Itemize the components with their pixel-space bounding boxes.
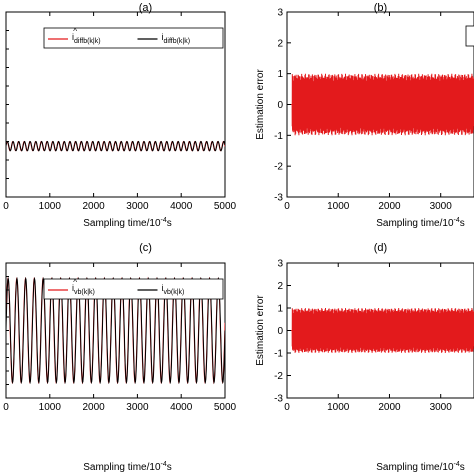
x-tick-label: 0 [3,402,9,413]
series-group [287,73,474,136]
panel-b: (b) 0 1000 2000 3000 -3 -2 -1 0 1 2 3 Sampling time/… [255,2,474,229]
legend-sub: diffb(k|k) [74,38,101,45]
x-tick-label: 2000 [82,201,105,212]
legend-base: i [162,283,164,293]
y-tick-label: -1 [274,131,283,142]
x-axis-label: Sampling time/10-4s [83,217,172,229]
x-axis-label-main: Sampling time/10 [376,218,454,229]
legend-hat: ^ [73,27,77,36]
series-group [287,307,474,354]
legend-sub: vb(k|k) [74,289,95,296]
series-line-1 [6,140,225,152]
x-tick-label: 1000 [39,201,62,212]
x-tick-label: 1000 [327,402,350,413]
legend-hat: ^ [73,278,77,287]
x-tick-label: 2000 [82,402,105,413]
x-axis-label-main: Sampling time/10 [83,462,161,473]
x-axis-label-main: Sampling time/10 [83,218,161,229]
x-axis-label-unit: s [460,462,465,473]
y-tick-label: 2 [277,281,283,292]
x-axis-label-unit: s [460,218,465,229]
x-axis-label-exp: -4 [454,217,460,224]
x-tick-label: 5000 [214,402,237,413]
x-tick-label: 4000 [170,201,193,212]
x-axis-label-exp: -4 [161,461,167,468]
error-trace-0 [287,73,474,136]
panel-title: (a) [139,2,152,14]
x-tick-label: 4000 [170,402,193,413]
panel-c: (c) 0 1000 2000 3000 4000 5000 Sampling time/10… [3,242,236,473]
legend-base: i [72,283,74,293]
legend-label: ivb(k|k) [162,283,185,296]
y-axis-label: Estimation error [255,69,266,140]
y-tick-label: -2 [274,162,283,173]
y-tick-label: -1 [274,349,283,360]
x-tick-label: 3000 [430,201,453,212]
y-tick-label: 1 [277,69,283,80]
panel-title: (d) [374,242,387,254]
series-group [6,276,225,385]
y-tick-label: 3 [277,259,283,270]
legend: ^ idiffb(k|k) idiffb(k|k) [43,27,224,49]
legend-sub: vb(k|k) [164,289,185,296]
x-axis-label: Sampling time/10-4s [83,461,172,473]
series-group [6,140,225,152]
legend-box [43,27,224,49]
x-tick-label: 2000 [378,402,401,413]
x-axis-label-main: Sampling time/10 [376,462,454,473]
x-axis-label-unit: s [167,462,172,473]
x-tick-label: 3000 [126,402,149,413]
x-tick-label: 0 [284,201,290,212]
panel-d: (d) 0 1000 2000 3000 -3 -2 -1 0 1 2 3 Sampling time/… [255,242,474,473]
x-axis-label-exp: -4 [161,217,167,224]
y-tick-label: -3 [274,394,283,405]
legend-base: i [72,32,74,42]
y-axis-label: Estimation error [255,295,266,366]
y-tick-label: 1 [277,304,283,315]
legend-box-partial [465,25,474,47]
legend-label: ^ ivb(k|k) [72,278,95,296]
legend-base: i [162,32,164,42]
y-tick-label: -2 [274,371,283,382]
x-tick-label: 5000 [214,201,237,212]
y-tick-label: 3 [277,8,283,19]
x-axis-label-unit: s [167,218,172,229]
x-tick-label: 1000 [39,402,62,413]
y-tick-label: 0 [277,100,283,111]
legend-label: ^ idiffb(k|k) [72,27,101,45]
y-tick-label: 0 [277,326,283,337]
legend: ^ ivb(k|k) ivb(k|k) [43,278,224,300]
y-tick-label: -3 [274,193,283,204]
panel-title: (b) [374,2,387,14]
x-axis-label: Sampling time/10-4s [376,461,465,473]
legend-box [43,278,224,300]
y-tick-label: 2 [277,38,283,49]
series-line-1 [6,276,225,385]
x-tick-label: 2000 [378,201,401,212]
legend-sub: diffb(k|k) [164,38,191,45]
panel-a: (a) 0 1000 2000 3000 4000 5000 Sampling time/10… [3,2,236,229]
x-tick-label: 3000 [430,402,453,413]
x-tick-label: 1000 [327,201,350,212]
x-tick-label: 3000 [126,201,149,212]
x-tick-label: 0 [3,201,9,212]
error-trace-0 [287,307,474,354]
x-tick-label: 0 [284,402,290,413]
x-axis-label: Sampling time/10-4s [376,217,465,229]
legend-label: idiffb(k|k) [162,32,191,45]
x-axis-label-exp: -4 [454,461,460,468]
panel-title: (c) [139,242,152,254]
